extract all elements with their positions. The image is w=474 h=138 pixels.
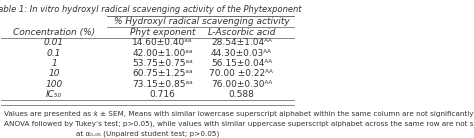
Text: Phyt exponent: Phyt exponent (129, 28, 195, 37)
Text: 0.716: 0.716 (149, 90, 175, 99)
Text: 76.00±0.30ᴬᴬ: 76.00±0.30ᴬᴬ (211, 80, 272, 89)
Text: ANOVA followed by Tukey’s test; p>0.05), while values with similar uppercase sup: ANOVA followed by Tukey’s test; p>0.05),… (4, 121, 474, 127)
Text: 10: 10 (48, 69, 60, 78)
Text: 14.60±0.40ᵃᵃ: 14.60±0.40ᵃᵃ (132, 39, 192, 47)
Text: % Hydroxyl radical scavenging activity: % Hydroxyl radical scavenging activity (114, 17, 290, 26)
Text: 28.54±1.04ᴬᴬ: 28.54±1.04ᴬᴬ (211, 39, 272, 47)
Text: 73.15±0.85ᵃᵃ: 73.15±0.85ᵃᵃ (132, 80, 193, 89)
Text: 56.15±0.04ᴬᴬ: 56.15±0.04ᴬᴬ (211, 59, 272, 68)
Text: L-Ascorbic acid: L-Ascorbic acid (208, 28, 275, 37)
Text: Table 1: In vitro hydroxyl radical scavenging activity of the Phytexponent: Table 1: In vitro hydroxyl radical scave… (0, 5, 301, 14)
Text: Values are presented as ẋ ± SEM, Means with similar lowercase superscript alphab: Values are presented as ẋ ± SEM, Means w… (4, 111, 474, 117)
Text: 70.00 ±0.22ᴬᴬ: 70.00 ±0.22ᴬᴬ (210, 69, 273, 78)
Text: 42.00±1.00ᵃᵃ: 42.00±1.00ᵃᵃ (132, 49, 192, 58)
Text: 0.01: 0.01 (44, 39, 64, 47)
Text: Concentration (%): Concentration (%) (13, 28, 95, 37)
Text: 0.588: 0.588 (228, 90, 254, 99)
Text: 44.30±0.03ᴬᴬ: 44.30±0.03ᴬᴬ (211, 49, 272, 58)
Text: IC₅₀: IC₅₀ (46, 90, 62, 99)
Text: 1: 1 (51, 59, 57, 68)
Text: 0.1: 0.1 (47, 49, 61, 58)
Text: at α₀.₀₅ (Unpaired student test; p>0.05): at α₀.₀₅ (Unpaired student test; p>0.05) (76, 131, 219, 137)
Text: 53.75±0.75ᵃᵃ: 53.75±0.75ᵃᵃ (132, 59, 193, 68)
Text: 60.75±1.25ᵃᵃ: 60.75±1.25ᵃᵃ (132, 69, 192, 78)
Text: 100: 100 (46, 80, 63, 89)
